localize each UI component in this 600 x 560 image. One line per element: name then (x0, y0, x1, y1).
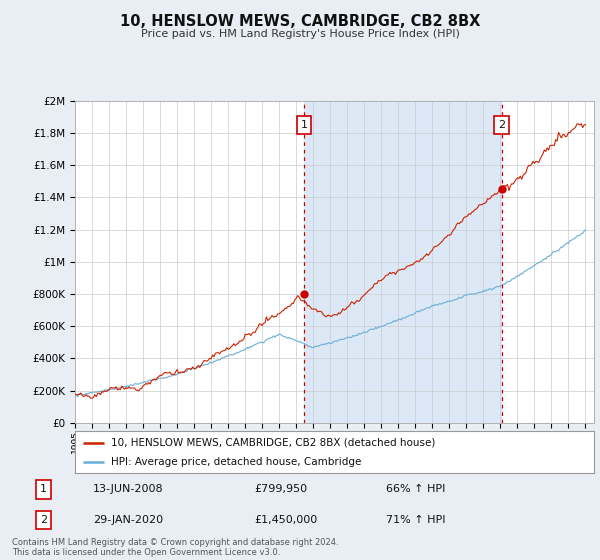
Text: £799,950: £799,950 (254, 484, 307, 494)
Text: £1,450,000: £1,450,000 (254, 515, 317, 525)
Text: 29-JAN-2020: 29-JAN-2020 (92, 515, 163, 525)
Text: 71% ↑ HPI: 71% ↑ HPI (386, 515, 446, 525)
Bar (304, 101, 502, 423)
Text: HPI: Average price, detached house, Cambridge: HPI: Average price, detached house, Camb… (112, 457, 362, 467)
Text: Price paid vs. HM Land Registry's House Price Index (HPI): Price paid vs. HM Land Registry's House … (140, 29, 460, 39)
Text: 2: 2 (498, 120, 505, 130)
Text: 1: 1 (40, 484, 47, 494)
Text: 1: 1 (301, 120, 308, 130)
Text: 2: 2 (40, 515, 47, 525)
Text: 10, HENSLOW MEWS, CAMBRIDGE, CB2 8BX (detached house): 10, HENSLOW MEWS, CAMBRIDGE, CB2 8BX (de… (112, 437, 436, 447)
Text: Contains HM Land Registry data © Crown copyright and database right 2024.
This d: Contains HM Land Registry data © Crown c… (12, 538, 338, 557)
Text: 13-JUN-2008: 13-JUN-2008 (92, 484, 163, 494)
Text: 66% ↑ HPI: 66% ↑ HPI (386, 484, 446, 494)
Text: 10, HENSLOW MEWS, CAMBRIDGE, CB2 8BX: 10, HENSLOW MEWS, CAMBRIDGE, CB2 8BX (120, 14, 480, 29)
